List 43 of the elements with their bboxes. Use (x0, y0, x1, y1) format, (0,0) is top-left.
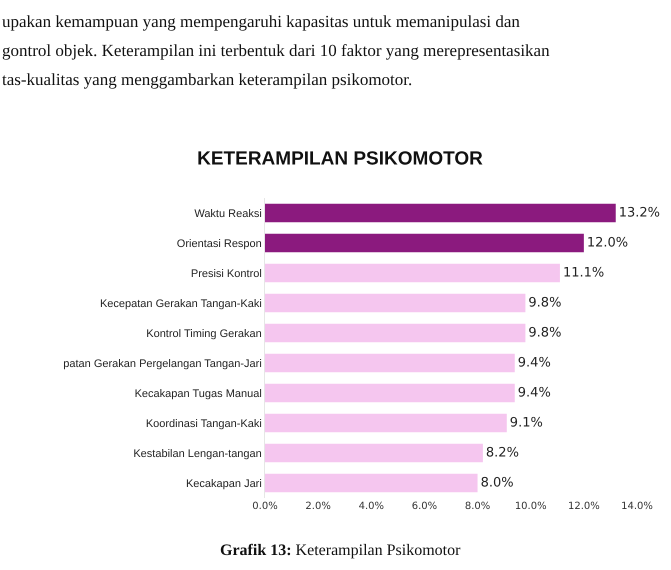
x-tick-label: 6.0% (412, 501, 438, 512)
y-tick-label: Kontrol Timing Gerakan (146, 328, 262, 340)
y-tick-label: Waktu Reaksi (194, 208, 262, 220)
y-tick-label: Presisi Kontrol (190, 268, 262, 280)
text: upakan kemampuan yang mempengaruhi kapasitas untuk memanipulasi dan (2, 12, 520, 31)
data-label: 9.8% (528, 326, 562, 340)
data-label: 9.4% (518, 356, 551, 370)
bar (265, 234, 584, 252)
text: Grafik 13: Keterampilan Psikomotor (220, 542, 462, 559)
y-tick-label: Koordinasi Tangan-Kaki (146, 418, 262, 430)
x-tick-label: 0.0% (252, 501, 278, 512)
bar (265, 204, 616, 222)
data-label: 12.0% (586, 236, 628, 250)
x-tick-label: 4.0% (358, 501, 384, 512)
x-tick-label: 12.0% (568, 501, 600, 512)
bar (265, 294, 526, 312)
data-label: 8.2% (486, 446, 519, 460)
x-tick-label: 8.0% (464, 501, 490, 512)
bar (265, 444, 483, 462)
y-tick-label: Kestabilan Lengan-tangan (133, 448, 262, 460)
chart-title: KETERAMPILAN PSIKOMOTOR (197, 148, 484, 170)
bar (265, 324, 526, 342)
data-label: 11.1% (562, 266, 604, 280)
x-tick-label: 10.0% (514, 501, 547, 512)
data-label: 13.2% (618, 206, 660, 220)
bar (265, 474, 478, 492)
y-tick-label: Orientasi Respon (176, 238, 262, 250)
y-tick-label: patan Gerakan Pergelangan Tangan-Jari (63, 358, 262, 370)
text: gontrol objek. Keterampilan ini terbentuk dari 10 faktor yang merepresentasikan (2, 41, 550, 60)
bar (265, 414, 507, 432)
y-tick-label: Kecepatan Gerakan Tangan-Kaki (100, 298, 262, 310)
text: tas-kualitas yang menggambarkan keterampilan psikomotor. (2, 70, 412, 89)
bar (265, 264, 560, 282)
data-label: 9.4% (518, 386, 551, 400)
y-tick-label: Kecakapan Jari (186, 478, 262, 490)
y-tick-label: Kecakapan Tugas Manual (134, 388, 262, 400)
bar (265, 384, 515, 402)
data-label: 9.8% (528, 296, 562, 310)
data-label: 9.1% (510, 416, 543, 430)
bar (265, 354, 515, 372)
x-tick-label: 2.0% (305, 501, 331, 512)
x-tick-label: 14.0% (621, 501, 653, 512)
data-label: 8.0% (480, 476, 514, 490)
